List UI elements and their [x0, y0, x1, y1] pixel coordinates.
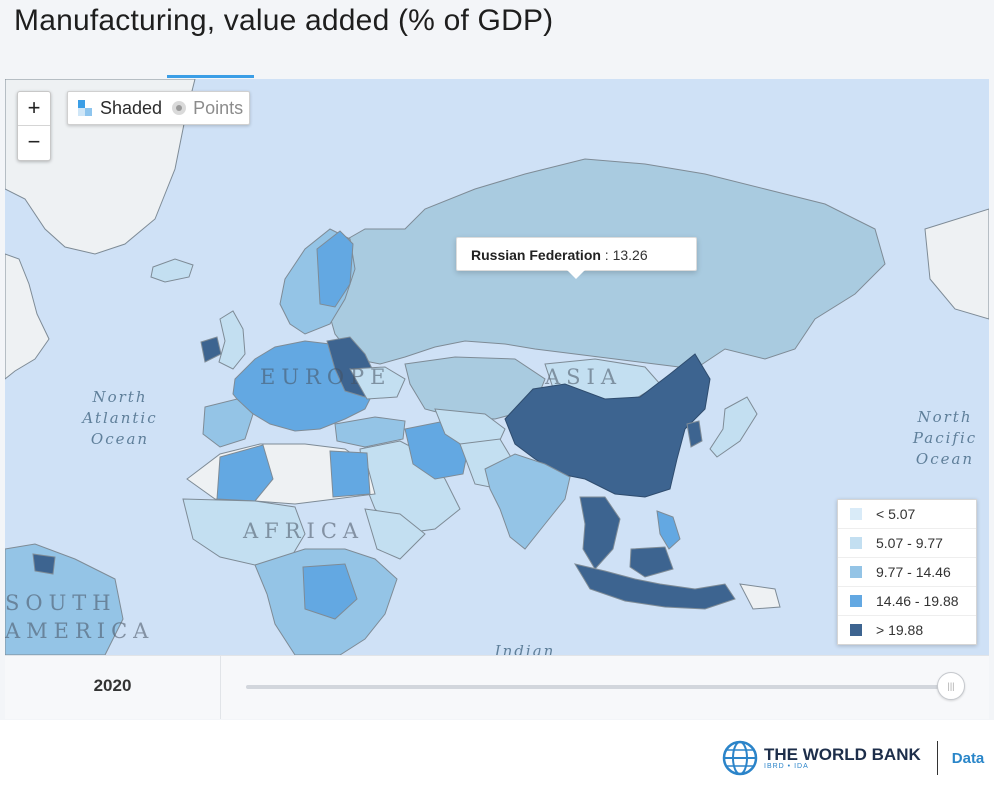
korea-shape — [686, 420, 703, 448]
legend-label: < 5.07 — [876, 506, 916, 522]
north-america-shape — [5, 253, 50, 380]
ocean-label-north-pacific: North Pacific Ocean — [912, 408, 978, 468]
brand-name: THE WORLD BANK — [764, 745, 921, 764]
indonesia-shape — [573, 563, 736, 610]
map-mode-toggle: Shaded Points — [67, 91, 251, 125]
legend-label: > 19.88 — [876, 622, 924, 638]
map-canvas[interactable] — [5, 79, 989, 655]
finland-shape — [316, 230, 354, 308]
legend-swatch — [850, 566, 862, 578]
legend-item: 14.46 - 19.88 — [838, 587, 976, 616]
choropleth-map[interactable]: EUROPE ASIA AFRICA SOUTH AMERICA North A… — [5, 79, 989, 655]
shaded-map-icon — [78, 100, 92, 116]
venezuela-shape — [32, 553, 56, 575]
legend-label: 14.46 - 19.88 — [876, 593, 959, 609]
points-mode-label: Points — [193, 97, 244, 118]
region-label-europe: EUROPE — [260, 365, 392, 389]
ocean-label-indian: Indian — [494, 642, 556, 655]
data-section-link[interactable]: Data — [951, 749, 985, 767]
tooltip-value: 13.26 — [612, 247, 648, 263]
legend-label: 5.07 - 9.77 — [876, 535, 943, 551]
drc-shape — [302, 563, 358, 620]
timeline-bar: 2020 ||| — [5, 655, 989, 719]
timeline-track[interactable] — [246, 685, 962, 689]
ocean-label-north-atlantic: North Atlantic Ocean — [82, 388, 158, 448]
india-shape — [484, 453, 571, 550]
timeline-slider-handle[interactable]: ||| — [937, 672, 965, 700]
region-label-africa: AFRICA — [243, 519, 365, 543]
world-bank-globe-icon — [722, 740, 758, 776]
png-shape — [739, 583, 781, 610]
alaska-shape — [924, 208, 989, 320]
region-label-south-america: SOUTH AMERICA — [5, 591, 155, 643]
shaded-mode-label: Shaded — [100, 97, 163, 118]
south-america-shape — [5, 543, 124, 655]
legend-swatch — [850, 537, 862, 549]
tooltip-country: Russian Federation — [471, 247, 601, 263]
tooltip-arrow — [567, 270, 585, 279]
map-legend: < 5.07 5.07 - 9.77 9.77 - 14.46 14.46 - … — [837, 499, 977, 645]
turkey-shape — [334, 416, 406, 448]
points-map-icon — [172, 101, 187, 115]
ukraine-shape — [349, 366, 406, 400]
iceland-shape — [150, 258, 194, 283]
legend-item: 9.77 - 14.46 — [838, 558, 976, 587]
points-mode-button[interactable]: Points — [172, 98, 243, 119]
region-label-asia: ASIA — [545, 365, 623, 389]
world-bank-brand[interactable]: THE WORLD BANK IBRD • IDA Data — [722, 740, 984, 776]
legend-swatch — [850, 508, 862, 520]
selected-year: 2020 — [5, 656, 221, 719]
legend-item: 5.07 - 9.77 — [838, 529, 976, 558]
southeast-asia-shape — [579, 496, 621, 570]
iberia-shape — [202, 398, 254, 448]
legend-swatch — [850, 595, 862, 607]
zoom-out-button[interactable]: − — [27, 129, 41, 154]
country-tooltip: Russian Federation : 13.26 — [456, 237, 697, 271]
page-title: Manufacturing, value added (% of GDP) — [14, 4, 554, 37]
ireland-shape — [200, 336, 222, 363]
brand-subtitle: IBRD • IDA — [764, 763, 809, 770]
shaded-mode-button[interactable]: Shaded — [78, 98, 162, 119]
japan-shape — [709, 396, 758, 458]
legend-item: > 19.88 — [838, 616, 976, 644]
legend-item: < 5.07 — [838, 500, 976, 529]
brand-divider — [936, 741, 938, 775]
algeria-shape — [216, 444, 274, 502]
uk-shape — [218, 310, 246, 370]
active-tab-indicator — [167, 75, 254, 78]
egypt-shape — [329, 450, 371, 498]
horn-of-africa-shape — [364, 508, 426, 560]
zoom-control: + − — [17, 91, 51, 161]
philippines-shape — [656, 510, 681, 550]
zoom-in-button[interactable]: + — [18, 92, 50, 126]
borneo-shape — [629, 546, 674, 578]
tooltip-separator: : — [600, 247, 613, 263]
legend-label: 9.77 - 14.46 — [876, 564, 951, 580]
legend-swatch — [850, 624, 862, 636]
